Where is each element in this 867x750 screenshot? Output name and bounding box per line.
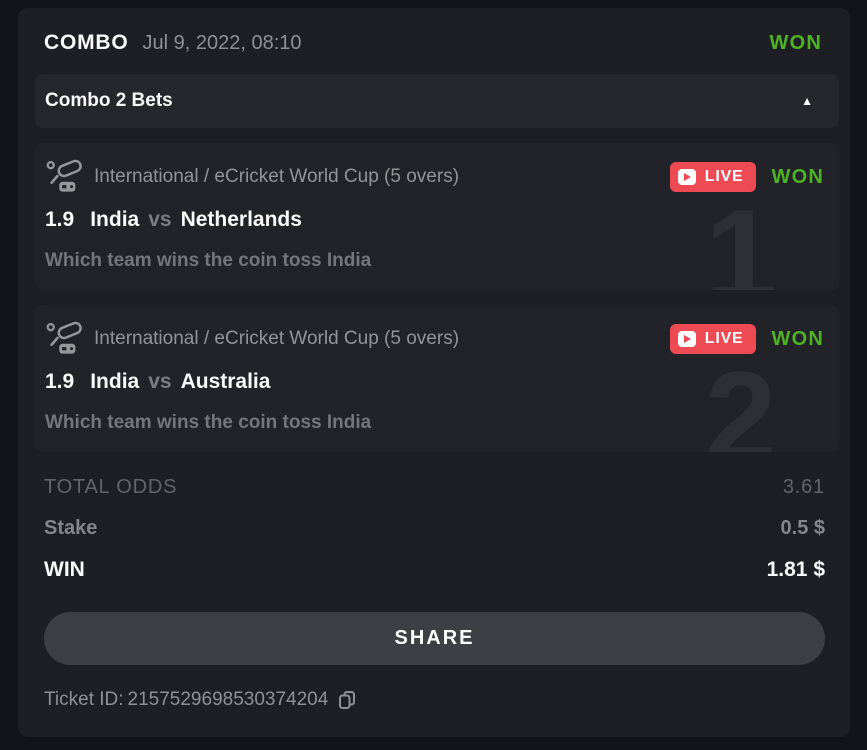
bet-status-badge: WON [771, 165, 824, 188]
win-row: WIN 1.81 $ [44, 558, 825, 582]
vs-separator: vs [148, 370, 172, 393]
league-name: International / eCricket World Cup (5 ov… [94, 166, 460, 187]
total-odds-row: TOTAL ODDS 3.61 [44, 476, 825, 499]
vs-separator: vs [148, 208, 172, 231]
bet-type-label: COMBO [44, 31, 129, 54]
bet-status-badge: WON [771, 327, 824, 350]
stake-value: 0.5 $ [780, 517, 825, 539]
total-odds-label: TOTAL ODDS [44, 476, 178, 498]
live-badge[interactable]: LIVE [669, 162, 756, 192]
bet-number-watermark: 1 [704, 182, 777, 290]
team-home: India [90, 208, 140, 231]
bet-ticket-card: COMBO Jul 9, 2022, 08:10 WON Combo 2 Bet… [18, 8, 850, 737]
match-row: 1.9 India vs Netherlands [45, 208, 824, 232]
league-name: International / eCricket World Cup (5 ov… [94, 328, 460, 349]
bet-number-watermark: 2 [704, 344, 777, 452]
team-away: Netherlands [180, 208, 302, 231]
total-odds-value: 3.61 [782, 476, 825, 498]
win-label: WIN [44, 558, 85, 581]
combo-bets-label: Combo 2 Bets [45, 90, 173, 111]
bet-item-2: 2 International / eCricket World Cup (5 … [35, 305, 839, 452]
share-button[interactable]: SHARE [44, 612, 825, 665]
ticket-id-label: Ticket ID: [44, 689, 124, 710]
bet-item-1: 1 International / eCricket World Cup (5 … [35, 143, 839, 290]
team-home: India [90, 370, 140, 393]
play-icon [677, 169, 696, 185]
ticket-date: Jul 9, 2022, 08:10 [142, 32, 302, 54]
team-away: Australia [180, 370, 271, 393]
stake-label: Stake [44, 517, 98, 539]
live-label: LIVE [704, 168, 744, 185]
market-selection: Which team wins the coin toss India [45, 412, 372, 433]
copy-icon[interactable] [336, 689, 358, 711]
match-row: 1.9 India vs Australia [45, 370, 824, 394]
bet-odds: 1.9 [45, 208, 75, 231]
ticket-header: COMBO Jul 9, 2022, 08:10 WON [18, 30, 850, 56]
league-row: International / eCricket World Cup (5 ov… [45, 321, 824, 357]
ecricket-icon [46, 321, 82, 354]
bet-odds: 1.9 [45, 370, 75, 393]
live-badge[interactable]: LIVE [669, 324, 756, 354]
live-label: LIVE [704, 330, 744, 347]
ticket-id-value: 2157529698530374204 [127, 689, 329, 710]
combo-bets-toggle[interactable]: Combo 2 Bets ▲ [35, 74, 839, 128]
ticket-id-row: Ticket ID: 2157529698530374204 [44, 689, 824, 711]
chevron-up-icon[interactable]: ▲ [801, 94, 813, 108]
market-selection: Which team wins the coin toss India [45, 250, 372, 271]
league-row: International / eCricket World Cup (5 ov… [45, 159, 824, 195]
play-icon [677, 331, 696, 347]
win-value: 1.81 $ [766, 558, 825, 581]
ticket-summary: TOTAL ODDS 3.61 Stake 0.5 $ WIN 1.81 $ [44, 476, 825, 582]
ticket-status-badge: WON [769, 32, 822, 54]
stake-row: Stake 0.5 $ [44, 517, 825, 540]
ecricket-icon [46, 159, 82, 192]
